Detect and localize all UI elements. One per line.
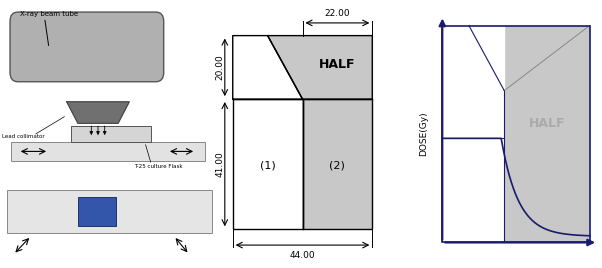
- Text: Lead collimator: Lead collimator: [2, 134, 45, 139]
- Text: 22.00: 22.00: [324, 9, 350, 18]
- Text: HALF: HALF: [319, 58, 356, 71]
- FancyBboxPatch shape: [10, 12, 164, 82]
- Bar: [303, 99, 372, 229]
- Text: 20.00: 20.00: [216, 54, 225, 80]
- Polygon shape: [78, 197, 116, 226]
- Polygon shape: [268, 36, 372, 99]
- Polygon shape: [7, 190, 212, 233]
- Bar: [233, 99, 303, 229]
- Bar: [504, 25, 590, 243]
- Polygon shape: [67, 102, 129, 123]
- Text: 44.00: 44.00: [290, 251, 315, 260]
- Text: (2): (2): [329, 161, 346, 171]
- Text: DOSE(Gy): DOSE(Gy): [420, 112, 429, 156]
- Text: (1): (1): [259, 161, 276, 171]
- Polygon shape: [442, 25, 504, 91]
- Text: T-25 culture Flask: T-25 culture Flask: [134, 163, 182, 169]
- Bar: [442, 25, 590, 243]
- Bar: [442, 91, 504, 243]
- Polygon shape: [11, 142, 205, 161]
- Text: 41.00: 41.00: [216, 151, 225, 177]
- Polygon shape: [233, 36, 303, 99]
- Text: HALF: HALF: [529, 117, 565, 130]
- Polygon shape: [71, 126, 152, 142]
- Text: X-ray beam tube: X-ray beam tube: [20, 12, 78, 17]
